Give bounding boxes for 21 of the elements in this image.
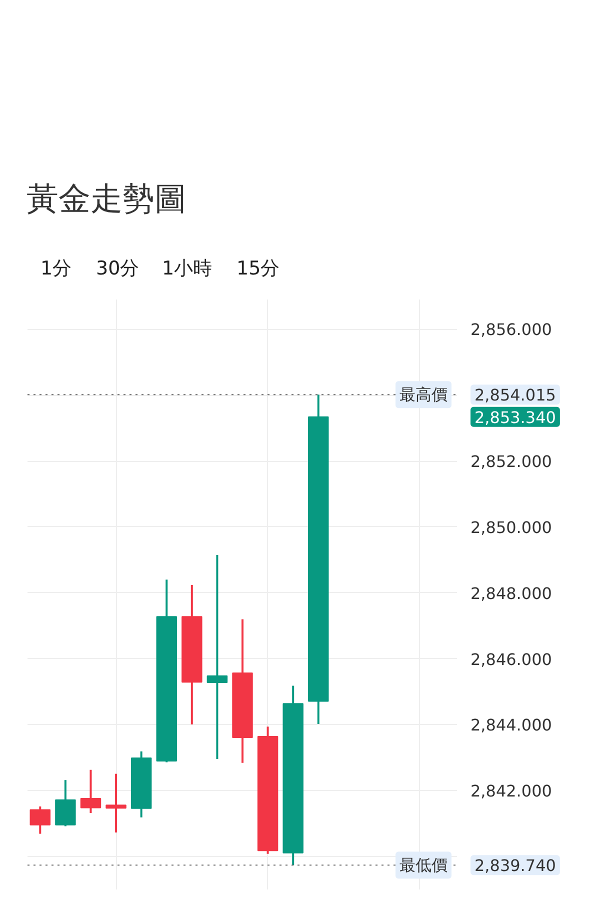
text: 15分: [236, 258, 280, 280]
y-tick-label: 2,850.000: [470, 518, 552, 537]
y-tick-label: 2,842.000: [470, 782, 552, 801]
y-tick-label: 2,848.000: [470, 584, 552, 603]
chart-title: 黃金走勢圖: [26, 180, 186, 218]
text: 1小時: [162, 258, 212, 280]
candlestick: [106, 772, 126, 834]
y-tick-label: 2,846.000: [470, 650, 552, 669]
y-tick-label: 2,852.000: [470, 452, 552, 472]
candlestick: [206, 554, 228, 760]
text: 2,853.340: [474, 408, 556, 427]
text: 2,854.015: [474, 386, 556, 405]
text: 1分: [40, 258, 72, 280]
y-tick-label: 2,844.000: [470, 716, 552, 735]
text: 2,839.740: [474, 856, 556, 876]
candlestick: [80, 768, 102, 814]
ref-line-label: 最高價: [400, 385, 448, 404]
candlestick: [30, 805, 51, 835]
y-tick-label: 2,856.000: [470, 320, 552, 340]
ref-line-label: 最低價: [400, 856, 448, 875]
text: 30分: [96, 258, 140, 280]
